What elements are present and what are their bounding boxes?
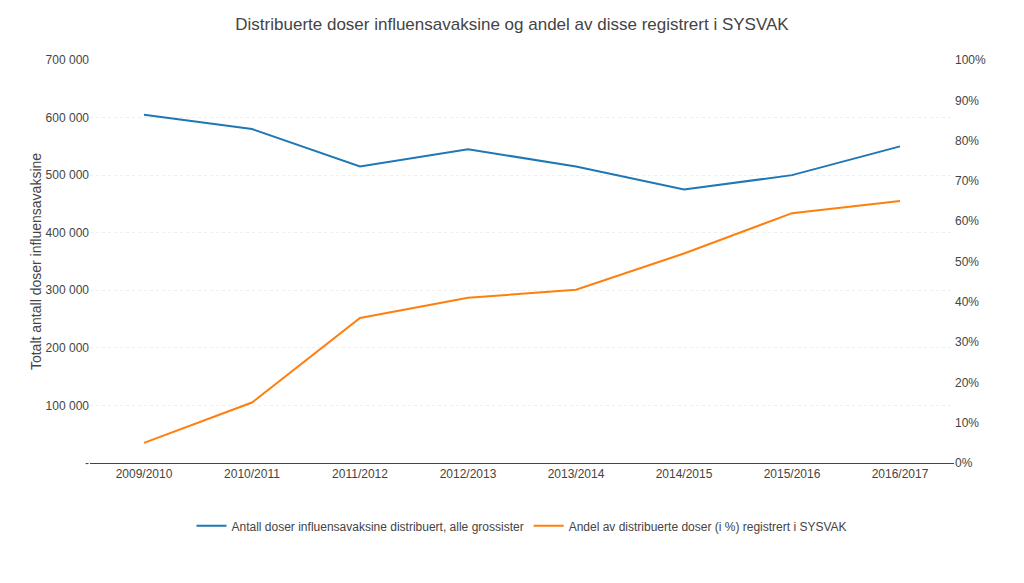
- svg-text:40%: 40%: [955, 295, 979, 309]
- svg-text:2011/2012: 2011/2012: [332, 467, 388, 481]
- svg-text:2009/2010: 2009/2010: [116, 467, 173, 481]
- svg-text:2012/2013: 2012/2013: [440, 467, 497, 481]
- svg-text:90%: 90%: [955, 94, 979, 108]
- svg-text:2015/2016: 2015/2016: [764, 467, 821, 481]
- svg-text:20%: 20%: [955, 376, 979, 390]
- svg-text:60%: 60%: [955, 214, 979, 228]
- svg-text:50%: 50%: [955, 255, 979, 269]
- svg-text:Andel av distribuerte doser (i: Andel av distribuerte doser (i %) regist…: [569, 520, 847, 534]
- svg-text:700 000: 700 000: [46, 53, 90, 67]
- svg-text:Totalt antall doser influensav: Totalt antall doser influensavaksine: [28, 153, 44, 370]
- svg-text:2013/2014: 2013/2014: [548, 467, 605, 481]
- svg-text:500 000: 500 000: [46, 168, 90, 182]
- svg-text:2010/2011: 2010/2011: [224, 467, 280, 481]
- svg-text:600 000: 600 000: [46, 111, 90, 125]
- svg-text:30%: 30%: [955, 335, 979, 349]
- svg-text:70%: 70%: [955, 174, 979, 188]
- svg-text:2014/2015: 2014/2015: [656, 467, 713, 481]
- svg-text:Antall doser influensavaksine: Antall doser influensavaksine distribuer…: [232, 520, 524, 534]
- svg-text:100%: 100%: [955, 53, 986, 67]
- svg-text:100 000: 100 000: [46, 399, 90, 413]
- svg-text:-: -: [85, 456, 89, 470]
- svg-text:80%: 80%: [955, 134, 979, 148]
- svg-text:200 000: 200 000: [46, 341, 90, 355]
- svg-text:Distribuerte doser influensava: Distribuerte doser influensavaksine og a…: [235, 15, 789, 34]
- svg-text:300 000: 300 000: [46, 283, 90, 297]
- svg-text:10%: 10%: [955, 416, 979, 430]
- svg-text:0%: 0%: [955, 456, 973, 470]
- svg-text:400 000: 400 000: [46, 226, 90, 240]
- svg-text:2016/2017: 2016/2017: [872, 467, 929, 481]
